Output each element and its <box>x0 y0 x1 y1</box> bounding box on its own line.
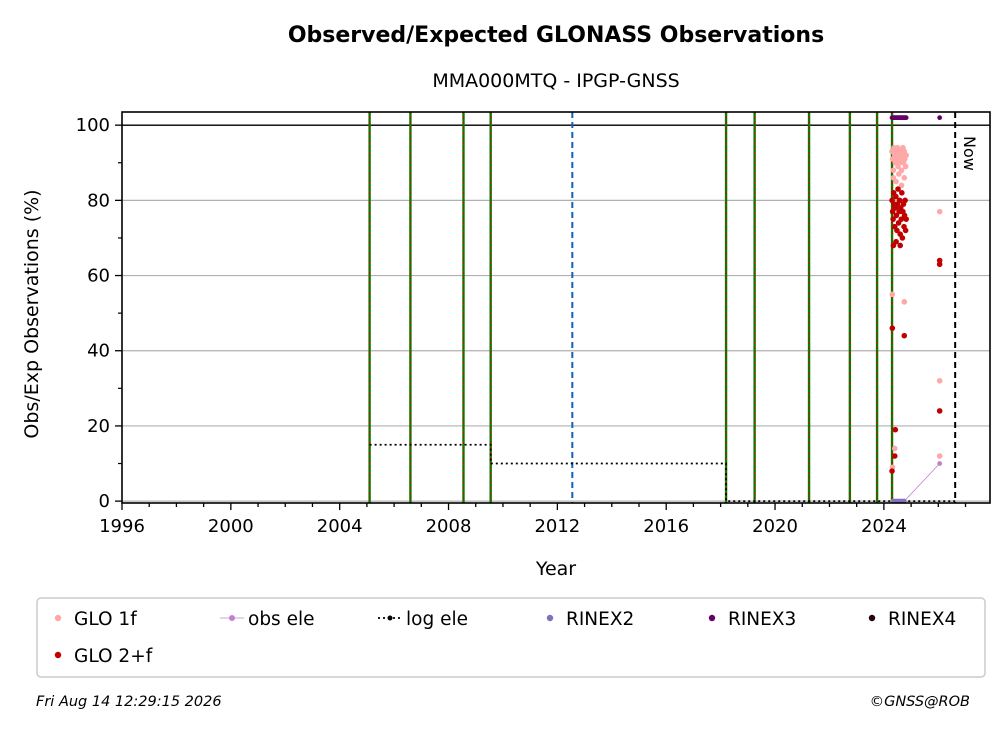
data-point-glo-2-f <box>891 453 898 459</box>
legend-label-rinex3: RINEX3 <box>728 609 796 630</box>
legend-swatch-rinex4 <box>868 614 876 622</box>
data-point-glo-1f <box>901 174 908 181</box>
data-point-glo-2-f <box>936 261 943 268</box>
legend-swatch-glo-1f <box>54 614 62 622</box>
data-point-glo-2-f <box>889 468 895 474</box>
data-point-glo-2-f <box>902 227 909 234</box>
footer-timestamp: Fri Aug 14 12:29:15 2026 <box>36 694 222 710</box>
data-point-glo-2-f <box>902 197 908 204</box>
legend-swatch-log-ele <box>387 615 393 621</box>
x-tick-label: 2016 <box>643 516 689 537</box>
legend-swatch-rinex2 <box>546 614 554 622</box>
y-tick-label: 40 <box>87 341 110 362</box>
x-tick-label: 1996 <box>99 516 145 537</box>
data-point-glo-2-f <box>898 216 905 222</box>
legend-label-rinex4: RINEX4 <box>888 609 956 630</box>
legend-box <box>36 597 986 678</box>
data-point-glo-2-f <box>896 197 903 204</box>
legend-label-log-ele: log ele <box>406 609 468 630</box>
data-point-glo-2-f <box>890 216 896 222</box>
x-tick-label: 2020 <box>752 516 798 537</box>
data-point-glo-2-f <box>893 193 899 200</box>
legend-label-glo-1f: GLO 1f <box>74 609 137 630</box>
x-tick-label: 2008 <box>426 516 472 537</box>
chart-subtitle: MMA000MTQ - IPGP-GNSS <box>432 70 679 92</box>
log-ele-line <box>369 443 956 503</box>
data-point-glo-1f <box>936 378 943 384</box>
legend-swatch-rinex3 <box>708 614 716 622</box>
data-point-glo-1f <box>936 208 943 215</box>
data-point-glo-2-f <box>890 242 897 249</box>
data-point-rinex2 <box>901 498 907 503</box>
x-tick-label: 2000 <box>208 516 254 537</box>
data-point-glo-1f <box>898 182 905 189</box>
x-axis-label: Year <box>535 558 576 580</box>
data-point-glo-1f <box>936 453 943 459</box>
data-point-glo-1f <box>891 445 898 452</box>
x-tick-label: 2004 <box>317 516 363 537</box>
data-point-glo-1f <box>902 163 909 170</box>
data-point-glo-1f <box>889 291 896 298</box>
legend-label-rinex2: RINEX2 <box>566 609 634 630</box>
data-point-obs-ele <box>937 461 943 466</box>
y-tick-label: 60 <box>87 266 110 287</box>
data-point-glo-2-f <box>903 216 909 222</box>
x-tick-label: 2024 <box>861 516 907 537</box>
plot-area: Now 1996 2000 2004 2008 2012 2016 2020 2024 0 20 40… <box>76 111 991 537</box>
data-point-glo-2-f <box>897 242 904 249</box>
data-point-glo-1f <box>890 167 897 174</box>
y-axis-label: Obs/Exp Observations (%) <box>21 189 43 438</box>
data-point-glo-2-f <box>901 332 908 339</box>
data-point-rinex3 <box>903 115 909 121</box>
data-point-glo-1f <box>896 171 902 177</box>
data-point-glo-1f <box>893 178 899 185</box>
data-point-glo-2-f <box>899 190 905 196</box>
data-point-glo-1f <box>903 152 909 159</box>
legend-swatch-glo-2-f <box>54 651 62 659</box>
y-tick-label: 20 <box>87 416 110 437</box>
chart-title: Observed/Expected GLONASS Observations <box>288 23 824 48</box>
footer-credit: ©GNSS@ROB <box>869 694 970 710</box>
plot-frame <box>121 111 991 504</box>
legend-label-obs-ele: obs ele <box>248 609 314 630</box>
data-point-glo-2-f <box>889 325 896 331</box>
y-tick-label: 0 <box>99 491 110 512</box>
data-point-glo-1f <box>901 299 908 305</box>
legend-label-glo-2-f: GLO 2+f <box>74 646 153 667</box>
obs-ele-line <box>893 463 940 502</box>
data-point-glo-2-f <box>936 408 943 414</box>
y-tick-label: 100 <box>76 115 110 136</box>
x-tick-label: 2012 <box>534 516 580 537</box>
data-point-rinex3 <box>937 115 943 121</box>
y-tick-label: 80 <box>87 190 110 211</box>
data-point-glo-2-f <box>892 426 899 433</box>
data-point-glo-2-f <box>899 235 906 241</box>
data-point-glo-2-f <box>894 227 900 234</box>
legend: GLO 1f obs ele log ele RINEX2 RINEX3 RINEX4 GL… <box>36 597 986 678</box>
now-label: Now <box>960 136 979 171</box>
data-point-glo-2-f <box>895 186 901 192</box>
legend-swatch-obs-ele <box>229 615 235 621</box>
plot-clip-group: Now <box>368 112 979 503</box>
